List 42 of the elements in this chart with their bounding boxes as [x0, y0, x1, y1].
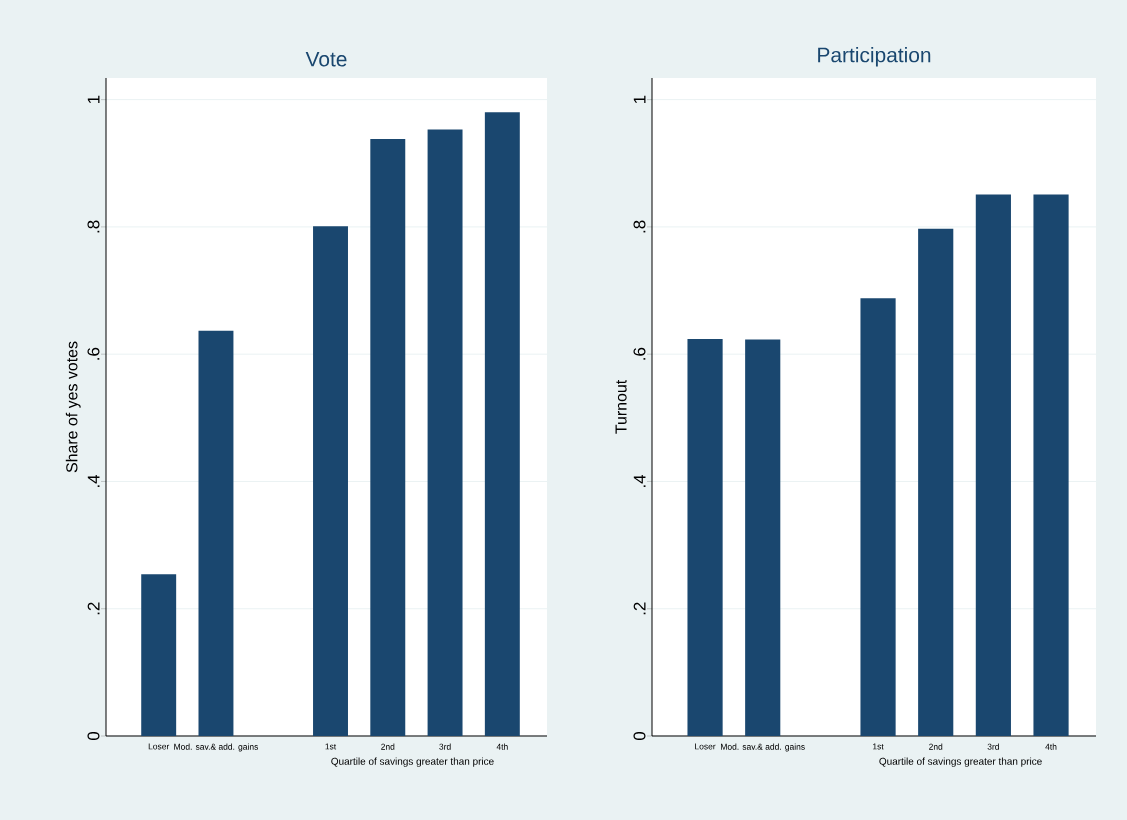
bar — [427, 129, 463, 736]
x-tick-label: Mod. sav.& add. gains — [721, 743, 805, 752]
x-tick-label: Loser — [148, 743, 170, 750]
y-tick-label: 0 — [87, 731, 100, 741]
y-tick-label: 1 — [633, 95, 646, 104]
x-tick-label: 2nd — [929, 743, 943, 750]
bar — [745, 339, 781, 736]
y-tick-label: .8 — [87, 220, 100, 233]
bar — [687, 338, 723, 736]
x-tick-label: Loser — [695, 743, 716, 750]
x-tick-label: 4th — [1045, 743, 1057, 750]
chart-title: Participation — [818, 47, 931, 67]
bar — [918, 228, 954, 736]
bar — [484, 112, 520, 736]
y-tick-label: .2 — [633, 602, 646, 615]
x-axis-title: Quartile of savings greater than price — [879, 757, 1042, 767]
bar — [975, 194, 1011, 736]
bar — [1033, 194, 1069, 736]
bar — [198, 330, 234, 736]
x-tick-label: 1st — [325, 743, 337, 750]
bar — [313, 226, 348, 736]
bar — [370, 139, 406, 736]
x-tick-label: 3rd — [439, 743, 451, 750]
y-tick-label: .2 — [87, 602, 100, 615]
y-tick-label: .6 — [87, 347, 100, 360]
y-tick-label: .4 — [87, 474, 100, 487]
y-axis-title: Turnout — [615, 379, 627, 434]
y-tick-label: .4 — [633, 474, 646, 487]
x-tick-label: 1st — [873, 743, 884, 750]
x-axis-title: Quartile of savings greater than price — [331, 757, 494, 767]
y-tick-label: 0 — [633, 731, 646, 741]
x-tick-label: 3rd — [987, 743, 999, 750]
bar — [141, 574, 177, 736]
bar — [860, 298, 896, 736]
y-tick-label: .8 — [633, 220, 646, 233]
y-tick-label: 1 — [87, 95, 100, 104]
x-tick-label: Mod. sav.& add. gains — [174, 743, 258, 752]
y-axis-title: Share of yes votes — [65, 341, 81, 473]
y-tick-label: .6 — [633, 347, 646, 360]
x-tick-label: 4th — [496, 743, 508, 750]
x-tick-label: 2nd — [381, 743, 395, 750]
chart-title: Vote — [305, 51, 347, 67]
